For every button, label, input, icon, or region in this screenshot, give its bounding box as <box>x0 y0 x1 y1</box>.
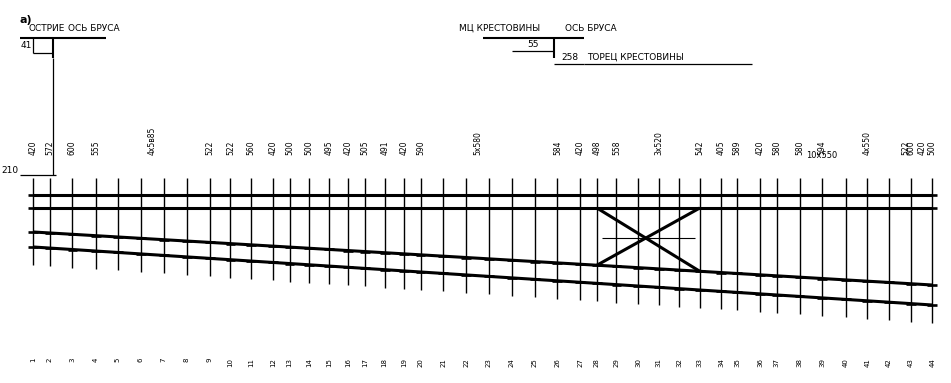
Text: 405: 405 <box>717 141 726 155</box>
Text: 498: 498 <box>592 141 601 155</box>
Text: 6: 6 <box>138 358 144 362</box>
Text: 584: 584 <box>553 141 562 155</box>
Text: 3: 3 <box>69 358 75 362</box>
Text: 522: 522 <box>205 141 214 155</box>
Text: 4: 4 <box>93 358 99 362</box>
Text: 580: 580 <box>772 141 781 155</box>
Text: 9: 9 <box>207 358 213 362</box>
Text: 210: 210 <box>2 165 19 175</box>
Text: 420: 420 <box>399 141 409 155</box>
Text: 8: 8 <box>184 358 190 362</box>
Text: 42: 42 <box>886 358 892 367</box>
Text: 590: 590 <box>416 141 425 155</box>
Text: 33: 33 <box>697 358 703 367</box>
Text: 20: 20 <box>417 358 423 367</box>
Text: 35: 35 <box>734 358 740 367</box>
Text: 600: 600 <box>68 141 77 155</box>
Text: 558: 558 <box>612 141 621 155</box>
Text: 500: 500 <box>285 141 294 155</box>
Text: 26: 26 <box>554 358 560 367</box>
Text: 420: 420 <box>344 141 353 155</box>
Text: 17: 17 <box>361 358 368 367</box>
Text: 10: 10 <box>227 358 233 367</box>
Text: 13: 13 <box>286 358 293 367</box>
Text: 420: 420 <box>29 141 38 155</box>
Text: 522: 522 <box>226 141 235 155</box>
Text: 5х580: 5х580 <box>473 131 482 155</box>
Text: 25: 25 <box>532 358 537 367</box>
Text: 29: 29 <box>613 358 619 367</box>
Text: 12: 12 <box>270 358 276 367</box>
Text: 600: 600 <box>906 141 915 155</box>
Text: 258: 258 <box>561 52 578 62</box>
Text: 1: 1 <box>30 358 36 362</box>
Text: 7: 7 <box>161 358 166 362</box>
Text: 28: 28 <box>593 358 600 367</box>
Text: ОСЬ БРУСА: ОСЬ БРУСА <box>68 23 120 33</box>
Text: 420: 420 <box>268 141 278 155</box>
Text: 491: 491 <box>380 141 389 155</box>
Text: 5: 5 <box>115 358 121 362</box>
Text: 500: 500 <box>304 141 314 155</box>
Text: 560: 560 <box>246 141 256 155</box>
Text: 589: 589 <box>732 141 742 155</box>
Text: 23: 23 <box>486 358 492 367</box>
Text: 14: 14 <box>306 358 312 367</box>
Text: 43: 43 <box>907 358 914 367</box>
Text: 27: 27 <box>577 358 583 367</box>
Text: ТОРЕЦ КРЕСТОВИНЫ: ТОРЕЦ КРЕСТОВИНЫ <box>588 52 685 62</box>
Text: 495: 495 <box>324 141 334 155</box>
Text: МЦ КРЕСТОВИНЫ: МЦ КРЕСТОВИНЫ <box>459 23 540 33</box>
Text: 4х5в85: 4х5в85 <box>148 127 157 155</box>
Text: 505: 505 <box>360 141 369 155</box>
Text: 572: 572 <box>46 141 54 155</box>
Text: 24: 24 <box>509 358 514 367</box>
Text: 34: 34 <box>718 358 724 367</box>
Text: 580: 580 <box>795 141 804 155</box>
Text: 44: 44 <box>929 358 935 367</box>
Text: 38: 38 <box>797 358 803 367</box>
Text: 500: 500 <box>928 141 937 155</box>
Text: 22: 22 <box>463 358 469 367</box>
Text: 40: 40 <box>843 358 848 367</box>
Text: а): а) <box>20 15 32 25</box>
Text: 420: 420 <box>756 141 765 155</box>
Text: 555: 555 <box>91 141 101 155</box>
Text: 37: 37 <box>774 358 780 367</box>
Text: 16: 16 <box>345 358 351 367</box>
Text: 420: 420 <box>918 141 927 155</box>
Text: 2: 2 <box>47 358 53 362</box>
Text: 31: 31 <box>656 358 662 367</box>
Text: 4х550: 4х550 <box>863 131 872 155</box>
Text: ОСЬ БРУСА: ОСЬ БРУСА <box>565 23 616 33</box>
Text: 3х520: 3х520 <box>654 131 664 155</box>
Text: 41: 41 <box>864 358 870 367</box>
Text: 522: 522 <box>901 141 910 155</box>
Text: 594: 594 <box>818 141 826 155</box>
Text: 30: 30 <box>635 358 641 367</box>
Text: 41: 41 <box>20 41 31 49</box>
Text: 19: 19 <box>401 358 407 367</box>
Text: 36: 36 <box>757 358 764 367</box>
Text: 32: 32 <box>676 358 682 367</box>
Text: 18: 18 <box>381 358 388 367</box>
Text: 39: 39 <box>820 358 825 367</box>
Text: 21: 21 <box>440 358 446 367</box>
Text: 10х550: 10х550 <box>806 151 837 160</box>
Text: ОСТРИЕ: ОСТРИЕ <box>29 23 65 33</box>
Text: 542: 542 <box>695 141 705 155</box>
Text: 15: 15 <box>326 358 332 367</box>
Text: 420: 420 <box>576 141 585 155</box>
Text: 11: 11 <box>248 358 254 367</box>
Text: 55: 55 <box>528 39 539 49</box>
